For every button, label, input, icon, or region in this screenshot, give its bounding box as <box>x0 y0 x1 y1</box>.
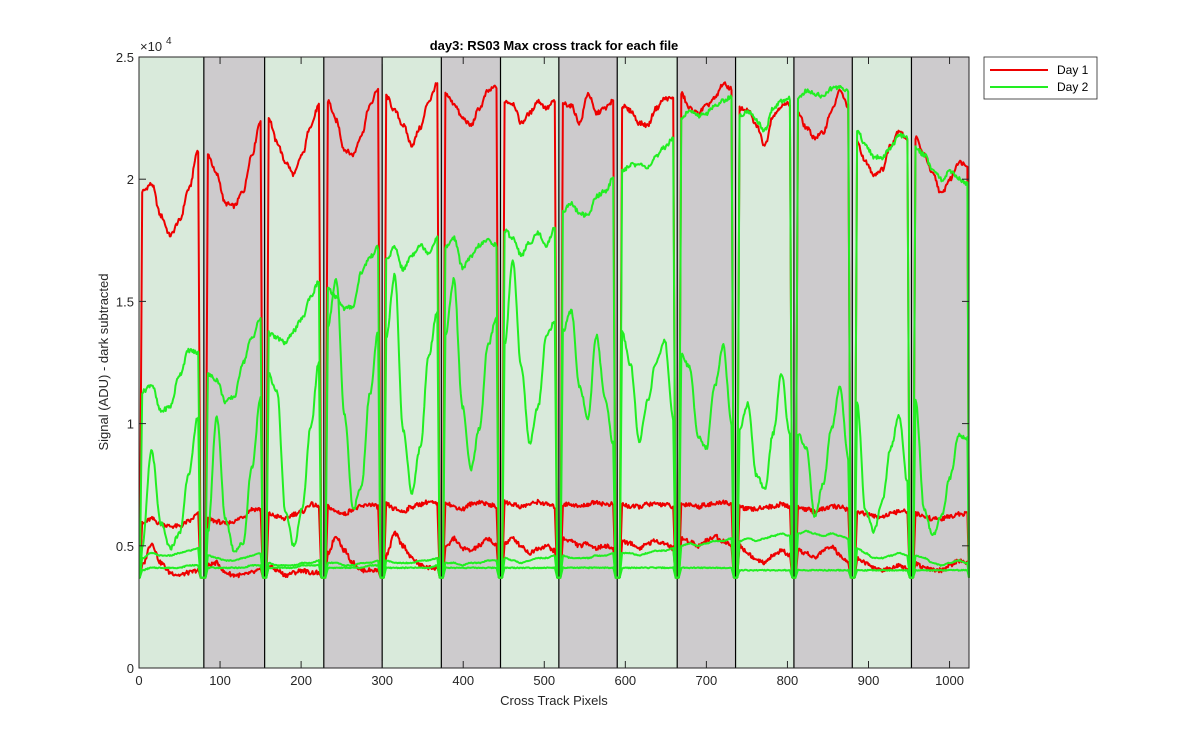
y-tick-label-5000: 0.5 <box>116 539 134 554</box>
band-10 <box>735 57 794 668</box>
y-axis-label: Signal (ADU) - dark subtracted <box>96 273 111 450</box>
day2-line-upper-0 <box>138 84 970 579</box>
band-0 <box>139 57 204 668</box>
y-tick-label-20000: 2 <box>127 172 134 187</box>
band-2 <box>264 57 324 668</box>
band-1 <box>203 57 265 668</box>
day1-line-high-0 <box>138 81 970 579</box>
band-5 <box>441 57 501 668</box>
x-tick-label-300: 300 <box>371 673 393 688</box>
x-tick-label-1000: 1000 <box>935 673 964 688</box>
x-tick-label-800: 800 <box>777 673 799 688</box>
x-axis-label: Cross Track Pixels <box>500 693 608 708</box>
band-12 <box>852 57 912 668</box>
chart-title: day3: RS03 Max cross track for each file <box>430 38 679 53</box>
x-tick-label-900: 900 <box>858 673 880 688</box>
x-tick-label-0: 0 <box>135 673 142 688</box>
x-tick-label-100: 100 <box>209 673 231 688</box>
day2-line-floor-b-3 <box>138 563 970 579</box>
x-tick-label-200: 200 <box>290 673 312 688</box>
x-tick-label-700: 700 <box>696 673 718 688</box>
axis-ticks: 0 100 200 300 400 500 600 700 800 900 1000 0 0.5 1 1.5… <box>116 50 969 688</box>
x-tick-label-600: 600 <box>614 673 636 688</box>
y-exponent-base: ×10 <box>140 39 162 54</box>
legend: Day 1 Day 2 <box>983 56 1098 100</box>
day1-line-mid-1 <box>138 498 970 579</box>
y-tick-label-0: 0 <box>127 661 134 676</box>
y-tick-label-10000: 1 <box>127 417 134 432</box>
legend-label-day1: Day 1 <box>1057 63 1089 77</box>
day1-line-low-2 <box>138 530 970 579</box>
day2-line-lower-1 <box>138 259 970 579</box>
band-6 <box>500 57 559 668</box>
band-11 <box>793 57 853 668</box>
y-exponent-power: 4 <box>166 36 172 47</box>
axes-frame <box>138 56 970 669</box>
series-lines <box>138 81 970 579</box>
legend-label-day2: Day 2 <box>1057 80 1089 94</box>
band-7 <box>558 57 618 668</box>
x-tick-label-500: 500 <box>533 673 555 688</box>
legend-box <box>983 56 1098 100</box>
y-tick-label-25000: 2.5 <box>116 50 134 65</box>
x-tick-label-400: 400 <box>452 673 474 688</box>
band-4 <box>382 57 442 668</box>
y-tick-label-15000: 1.5 <box>116 294 134 309</box>
y-exponent-label: ×10 4 <box>140 36 172 54</box>
day2-line-floor-a-2 <box>138 529 970 579</box>
